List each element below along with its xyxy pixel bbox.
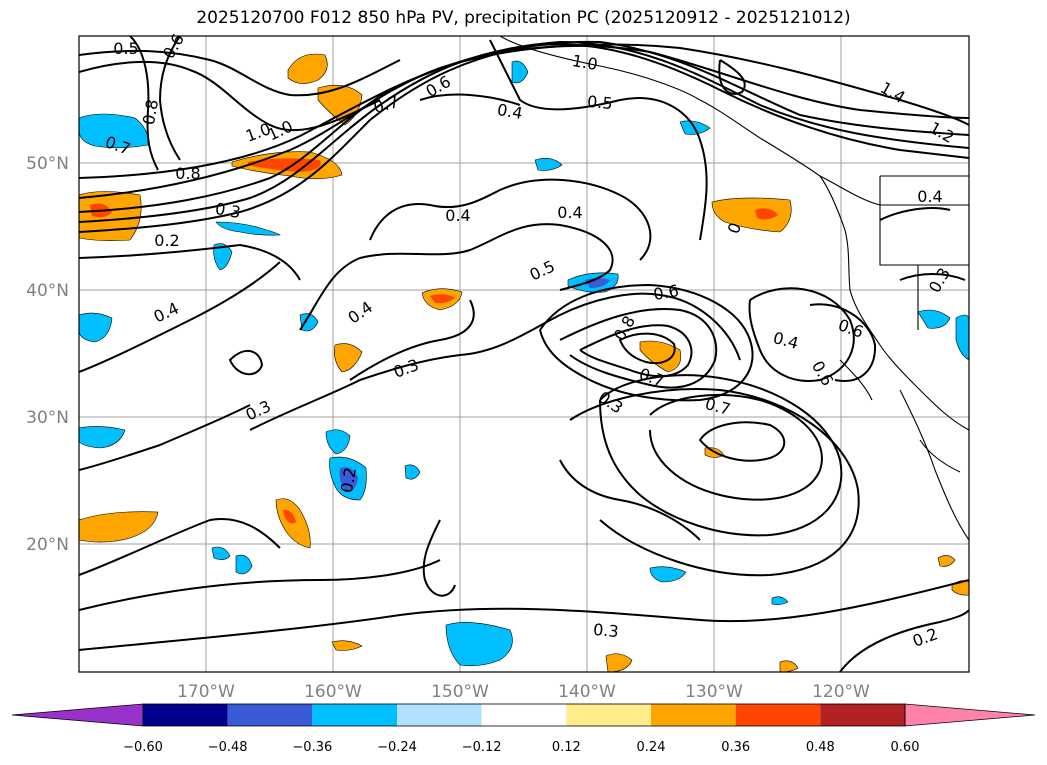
longitude-label: 160°W <box>304 682 362 702</box>
contour-label: 0.4 <box>917 187 942 206</box>
contour-label: 0.6 <box>652 281 680 304</box>
contour-label: 0.5 <box>113 39 138 58</box>
colorbar-tick-label: −0.12 <box>462 740 502 755</box>
precip-blob <box>534 158 563 171</box>
colorbar-tick-label: 0.48 <box>806 740 835 755</box>
contour-label: 0.8 <box>175 164 200 183</box>
contour-label: 0.3 <box>214 199 242 222</box>
precip-blob <box>283 509 296 524</box>
precip-blob <box>79 191 142 241</box>
contour-label: 0.4 <box>445 206 470 225</box>
contour-label: 0.4 <box>557 203 582 222</box>
latitude-label: 40°N <box>26 281 69 301</box>
precip-blob <box>755 208 778 220</box>
precip-blob <box>79 426 126 449</box>
colorbar-bin <box>227 704 313 726</box>
colorbar-bin <box>735 704 821 726</box>
colorbar-tick-label: 0.60 <box>891 740 920 755</box>
contour-label: 1.0 <box>571 51 599 74</box>
precip-blob <box>430 294 455 304</box>
colorbar-bin <box>312 704 397 726</box>
precip-blob <box>235 554 253 575</box>
colorbar-outline <box>142 703 906 727</box>
colorbar-tick-label: 0.12 <box>552 740 581 755</box>
precip-blob <box>639 340 682 373</box>
colorbar-bin <box>820 704 905 726</box>
pv-contours <box>79 36 969 672</box>
precip-blob <box>211 546 231 560</box>
precip-blob <box>79 511 159 543</box>
colorbar-tick-label: −0.60 <box>123 740 163 755</box>
colorbar-bin <box>566 704 651 726</box>
precip-blob <box>79 113 149 149</box>
colorbar-bin <box>481 704 567 726</box>
contour-label: 0.3 <box>592 620 619 641</box>
longitude-label: 120°W <box>812 682 870 702</box>
precip-blob <box>445 622 513 667</box>
precip-blob <box>299 313 319 332</box>
latitude-axis: 50°N 40°N 30°N 20°N <box>26 154 69 555</box>
longitude-label: 150°W <box>431 682 489 702</box>
precip-blob <box>955 314 969 361</box>
precip-blob <box>711 197 792 233</box>
colorbar-tick-labels: −0.60 −0.48 −0.36 −0.24 −0.12 0.12 0.24 0.36 0.4… <box>123 740 919 755</box>
contour-label: 0.8 <box>139 98 162 126</box>
colorbar-tick-label: 0.36 <box>721 740 750 755</box>
colorbar-extend-low <box>11 703 144 727</box>
coastlines <box>499 36 969 541</box>
precip-blob <box>213 243 233 271</box>
latitude-label: 50°N <box>26 154 69 174</box>
precip-blob <box>331 640 363 651</box>
colorbar-tick-label: −0.24 <box>377 740 417 755</box>
latitude-label: 30°N <box>26 408 69 428</box>
map-area <box>78 35 970 673</box>
colorbar-tick-label: −0.36 <box>292 740 332 755</box>
precip-blob <box>771 596 789 605</box>
contour-label: 0.5 <box>586 92 613 113</box>
contour-label: 0.4 <box>496 100 524 123</box>
colorbar-bin <box>143 704 228 726</box>
colorbar-tick-label: −0.48 <box>208 740 248 755</box>
precip-blob <box>79 312 113 343</box>
precip-blob <box>917 309 951 329</box>
longitude-label: 140°W <box>558 682 616 702</box>
colorbar-extend-high <box>904 703 1036 727</box>
colorbar-bin <box>651 704 736 726</box>
contour-label: 0.2 <box>154 231 179 250</box>
precip-blob <box>649 566 687 583</box>
precip-blob <box>334 343 363 373</box>
precip-blob <box>287 53 328 84</box>
longitude-label: 130°W <box>685 682 743 702</box>
colorbar-tick-label: 0.24 <box>637 740 666 755</box>
precip-blob <box>404 464 421 480</box>
precip-blob <box>511 60 529 84</box>
precip-blob <box>339 467 358 492</box>
colorbar <box>11 703 1036 727</box>
colorbar-bin <box>397 704 482 726</box>
contour-label: 0.2 <box>337 466 360 494</box>
precip-blob <box>215 221 282 236</box>
map-title: 2025120700 F012 850 hPa PV, precipitatio… <box>196 8 851 28</box>
precip-blob <box>325 429 351 455</box>
longitude-label: 170°W <box>177 682 235 702</box>
longitude-axis: 170°W 160°W 150°W 140°W 130°W 120°W <box>177 682 870 702</box>
latitude-label: 20°N <box>26 535 69 555</box>
precip-blob <box>937 555 956 567</box>
